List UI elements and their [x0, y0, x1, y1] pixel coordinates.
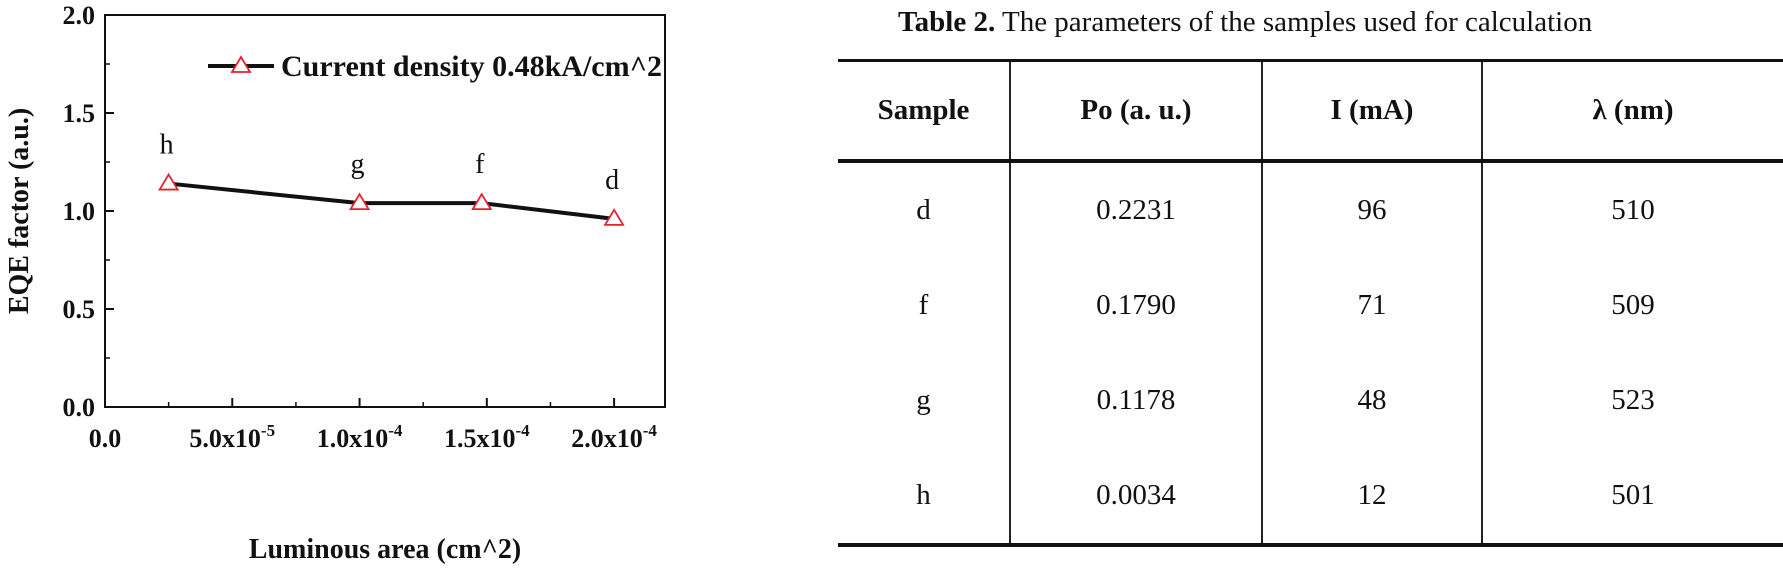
header-sample: Sample	[838, 59, 1010, 163]
cell-wavelength: 523	[1481, 353, 1783, 448]
x-tick-label: 2.0x10-4	[571, 421, 657, 453]
x-tick-exponent: -4	[388, 421, 403, 440]
y-tick-label: 1.0	[63, 197, 96, 226]
y-axis: 0.0 0.5 1.0 1.5 2.0	[63, 1, 114, 422]
table-row: d 0.2231 96 510	[838, 161, 1783, 258]
cell-current: 96	[1261, 161, 1482, 258]
y-tick-label: 0.5	[63, 295, 96, 324]
cell-current: 12	[1261, 448, 1482, 547]
legend: Current density 0.48kA/cm^2	[208, 50, 662, 83]
data-point-triangle	[471, 192, 493, 211]
cell-wavelength: 509	[1481, 258, 1783, 353]
table-header-row: Sample Po (a. u.) I (mA) λ (nm)	[838, 59, 1783, 163]
cell-po: 0.1178	[1009, 353, 1262, 448]
cell-current: 48	[1261, 353, 1482, 448]
cell-po: 0.0034	[1009, 448, 1262, 547]
cell-current: 71	[1261, 258, 1482, 353]
y-tick-label: 0.0	[63, 393, 96, 422]
series-line	[168, 181, 615, 221]
table-caption-text: The parameters of the samples used for c…	[995, 6, 1593, 38]
header-po: Po (a. u.)	[1009, 59, 1262, 163]
point-label: f	[475, 149, 485, 180]
cell-po: 0.1790	[1009, 258, 1262, 353]
y-tick-label: 2.0	[63, 1, 96, 30]
x-axis-title: Luminous area (cm^2)	[249, 534, 521, 565]
header-wavelength: λ (nm)	[1481, 59, 1783, 163]
parameters-table: Sample Po (a. u.) I (mA) λ (nm) d 0.2231…	[838, 59, 1783, 547]
header-current: I (mA)	[1261, 59, 1482, 163]
cell-wavelength: 510	[1481, 161, 1783, 258]
y-tick-label: 1.5	[63, 99, 96, 128]
point-label: h	[160, 130, 174, 161]
cell-po: 0.2231	[1009, 161, 1262, 258]
x-tick-label: 5.0x10-5	[189, 421, 275, 453]
cell-sample: f	[918, 289, 929, 321]
data-point-triangle	[348, 192, 371, 211]
cell-sample: h	[838, 448, 1010, 547]
point-label: g	[351, 149, 365, 180]
cell-sample: d	[916, 194, 931, 226]
x-tick-exponent: -5	[261, 421, 275, 440]
y-axis-title: EQE factor (a.u.)	[4, 108, 35, 314]
table-row: f 0.1790 71 509	[838, 258, 1783, 353]
cell-sample: g	[916, 384, 931, 416]
table-row: g 0.1178 48 523	[838, 353, 1783, 448]
cell-wavelength: 501	[1481, 448, 1783, 547]
x-tick-label: 0.0	[89, 424, 122, 453]
x-tick-label: 1.5x10-4	[444, 421, 530, 453]
point-label: d	[605, 165, 619, 196]
x-tick-exponent: -4	[643, 421, 658, 440]
table-caption-label: Table 2.	[898, 6, 996, 38]
x-tick-label: 1.0x10-4	[317, 421, 403, 453]
table-row: h 0.0034 12 501	[838, 448, 1783, 547]
legend-triangle-marker	[230, 55, 252, 73]
series-layer: h g f d	[158, 130, 625, 226]
legend-label: Current density 0.48kA/cm^2	[281, 50, 662, 83]
data-point-triangle	[158, 172, 180, 191]
table-panel: Table 2. The parameters of the samples u…	[838, 0, 1783, 568]
eqe-line-chart: 0.0 5.0x10-5 1.0x10-4 1.5x10-4 2.0x10-4 0.00…	[4, 1, 666, 565]
table-caption: Table 2. The parameters of the samples u…	[898, 6, 1592, 39]
data-point-triangle	[603, 208, 625, 226]
x-tick-exponent: -4	[515, 421, 530, 440]
